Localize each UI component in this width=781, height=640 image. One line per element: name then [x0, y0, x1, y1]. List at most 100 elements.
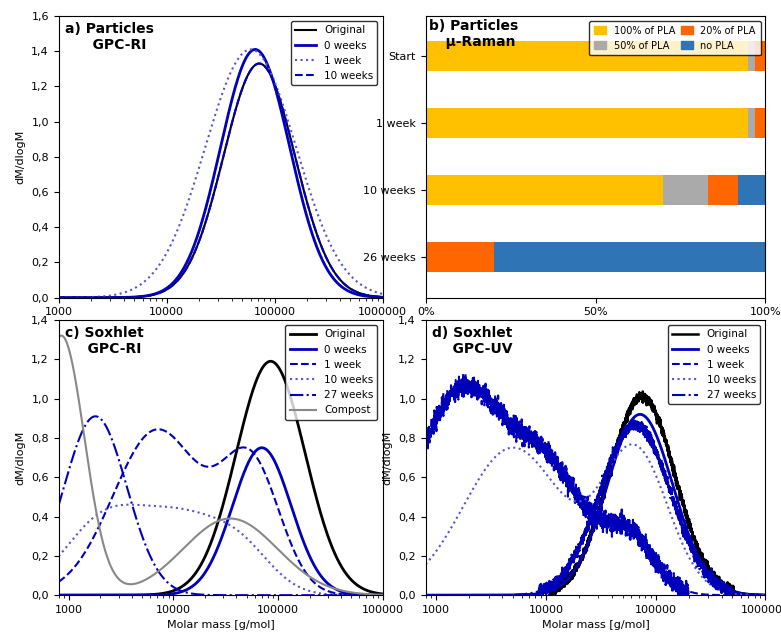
1 week	[372, 289, 381, 296]
Original	[460, 591, 469, 599]
Line: 27 weeks: 27 weeks	[59, 417, 383, 595]
0 weeks	[551, 584, 561, 592]
1 week	[110, 488, 119, 495]
27 weeks	[372, 591, 381, 599]
Line: Compost: Compost	[59, 335, 383, 595]
Original	[378, 293, 387, 301]
1 week	[372, 591, 381, 599]
Original	[172, 278, 181, 285]
1 week	[754, 591, 764, 599]
Legend: 100% of PLA, 50% of PLA, 20% of PLA, no PLA: 100% of PLA, 50% of PLA, 20% of PLA, no …	[590, 21, 761, 56]
Original	[761, 591, 770, 599]
Line: 10 weeks: 10 weeks	[48, 63, 383, 298]
Y-axis label: dM/dlogM: dM/dlogM	[16, 130, 26, 184]
0 weeks	[421, 591, 430, 599]
Original	[178, 582, 187, 590]
1 week	[192, 458, 201, 466]
27 weeks	[718, 584, 727, 592]
27 weeks	[91, 413, 100, 420]
10 weeks	[372, 292, 381, 300]
0 weeks	[566, 572, 576, 579]
10 weeks	[44, 294, 53, 301]
1 week	[246, 45, 255, 53]
10 weeks	[91, 512, 100, 520]
1 week	[44, 294, 53, 301]
27 weeks	[534, 591, 544, 599]
X-axis label: Molar mass [g/mol]: Molar mass [g/mol]	[542, 620, 649, 630]
10 weeks	[754, 591, 764, 599]
1 week	[102, 292, 111, 300]
Original	[102, 294, 111, 301]
X-axis label: Molar mass [g/mol]: Molar mass [g/mol]	[167, 323, 274, 333]
0 weeks	[378, 591, 387, 599]
Original	[255, 60, 264, 67]
X-axis label: Statistics of particle spectra attributable to
aromatic-aliphatic polyester: Statistics of particle spectra attributa…	[476, 323, 715, 344]
10 weeks	[192, 508, 201, 516]
10 weeks	[102, 294, 111, 301]
10 weeks	[372, 591, 381, 599]
0 weeks	[460, 591, 469, 599]
27 weeks	[337, 591, 346, 599]
0 weeks	[754, 591, 764, 599]
Original	[336, 276, 345, 284]
0 weeks	[761, 591, 770, 599]
Original	[421, 591, 430, 599]
Original	[192, 568, 201, 575]
Compost	[54, 333, 63, 341]
0 weeks	[257, 444, 266, 452]
Compost	[192, 532, 201, 540]
1 week	[718, 591, 727, 599]
1 week	[460, 387, 469, 395]
1 week	[761, 591, 770, 599]
10 weeks	[186, 257, 195, 264]
Original	[547, 591, 556, 599]
0 weeks	[480, 591, 489, 599]
Line: 1 week: 1 week	[48, 49, 383, 298]
Original	[378, 590, 387, 598]
Line: Original: Original	[59, 362, 383, 595]
27 weeks	[629, 415, 638, 422]
Original	[372, 589, 381, 597]
Bar	[748, 41, 755, 71]
0 weeks	[81, 294, 91, 301]
10 weeks	[125, 501, 134, 509]
Original	[337, 563, 346, 570]
10 weeks	[255, 60, 264, 67]
27 weeks	[480, 591, 489, 599]
1 week	[458, 370, 468, 378]
Original	[551, 579, 561, 586]
0 weeks	[172, 275, 181, 283]
0 weeks	[178, 588, 187, 595]
Compost	[372, 591, 381, 598]
10 weeks	[460, 500, 469, 508]
0 weeks	[54, 591, 63, 599]
Bar	[426, 108, 748, 138]
Bar	[748, 108, 755, 138]
27 weeks	[110, 444, 119, 451]
1 week	[337, 590, 346, 598]
10 weeks	[178, 505, 187, 513]
0 weeks	[336, 282, 345, 289]
10 weeks	[551, 483, 561, 490]
1 week	[186, 189, 195, 197]
Text: c) Soxhlet
    GPC-RI: c) Soxhlet GPC-RI	[65, 326, 144, 356]
Bar	[755, 108, 765, 138]
0 weeks	[251, 45, 260, 53]
Original	[91, 591, 100, 599]
Compost	[378, 591, 387, 598]
0 weeks	[186, 250, 195, 257]
Compost	[110, 570, 119, 578]
Line: Original: Original	[48, 63, 383, 298]
10 weeks	[337, 591, 346, 599]
1 week	[378, 290, 387, 298]
Text: b) Particles
   μ-Raman: b) Particles μ-Raman	[429, 19, 519, 49]
0 weeks	[44, 294, 53, 301]
1 week	[178, 444, 187, 451]
Bar	[426, 175, 663, 205]
Bar	[426, 243, 494, 273]
Line: 10 weeks: 10 weeks	[426, 444, 765, 595]
10 weeks	[421, 561, 430, 568]
1 week	[154, 426, 163, 433]
Original	[566, 573, 576, 580]
27 weeks	[421, 591, 430, 599]
